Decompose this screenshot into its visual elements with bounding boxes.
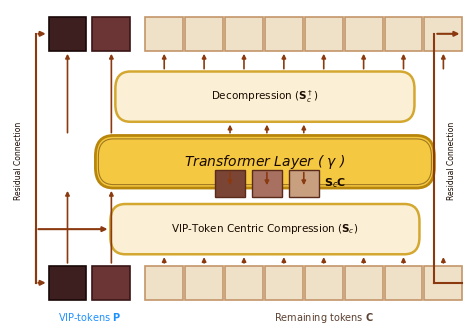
FancyBboxPatch shape — [115, 72, 415, 122]
FancyBboxPatch shape — [252, 170, 282, 197]
Text: VIP-Token Centric Compression ($\mathbf{S}_c$): VIP-Token Centric Compression ($\mathbf{… — [171, 222, 359, 236]
FancyBboxPatch shape — [345, 17, 383, 51]
FancyBboxPatch shape — [424, 266, 462, 300]
FancyBboxPatch shape — [265, 266, 303, 300]
Text: VIP-tokens $\mathbf{P}$: VIP-tokens $\mathbf{P}$ — [58, 311, 121, 323]
FancyBboxPatch shape — [48, 17, 86, 51]
FancyBboxPatch shape — [424, 17, 462, 51]
FancyBboxPatch shape — [145, 17, 183, 51]
Text: $\mathbf{S}_c\mathbf{C}$: $\mathbf{S}_c\mathbf{C}$ — [324, 176, 346, 190]
FancyBboxPatch shape — [110, 204, 419, 254]
Text: Residual Connection: Residual Connection — [14, 121, 23, 200]
Text: Transformer Layer ( $\gamma$ ): Transformer Layer ( $\gamma$ ) — [184, 153, 345, 171]
FancyBboxPatch shape — [185, 17, 223, 51]
FancyBboxPatch shape — [145, 266, 183, 300]
FancyBboxPatch shape — [384, 266, 423, 300]
FancyBboxPatch shape — [305, 266, 343, 300]
FancyBboxPatch shape — [93, 17, 130, 51]
FancyBboxPatch shape — [345, 266, 383, 300]
FancyBboxPatch shape — [215, 170, 245, 197]
FancyBboxPatch shape — [95, 135, 434, 188]
FancyBboxPatch shape — [305, 17, 343, 51]
FancyBboxPatch shape — [48, 266, 86, 300]
FancyBboxPatch shape — [384, 17, 423, 51]
FancyBboxPatch shape — [225, 266, 263, 300]
FancyBboxPatch shape — [289, 170, 319, 197]
FancyBboxPatch shape — [265, 17, 303, 51]
Text: Remaining tokens $\mathbf{C}$: Remaining tokens $\mathbf{C}$ — [274, 311, 374, 325]
FancyBboxPatch shape — [93, 266, 130, 300]
Text: Residual Connection: Residual Connection — [447, 121, 456, 200]
FancyBboxPatch shape — [225, 17, 263, 51]
FancyBboxPatch shape — [185, 266, 223, 300]
Text: Decompression ($\mathbf{S}_c^\dagger$): Decompression ($\mathbf{S}_c^\dagger$) — [212, 88, 319, 105]
